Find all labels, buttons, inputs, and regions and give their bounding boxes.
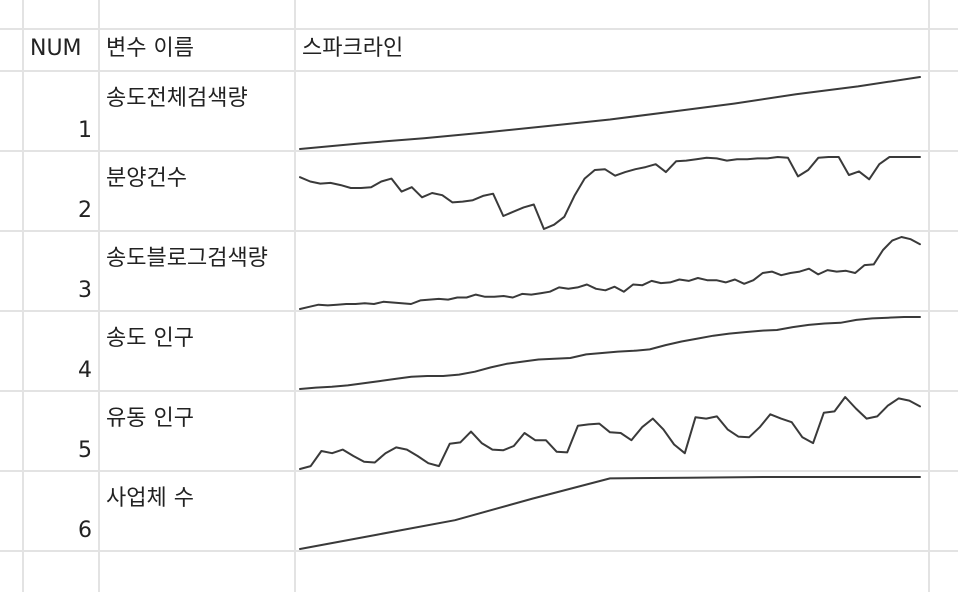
row-variable-name[interactable]: 분양건수 <box>106 160 187 192</box>
row-variable-name[interactable]: 송도블로그검색량 <box>106 240 268 272</box>
sparkline-line <box>300 237 920 309</box>
row-divider <box>0 70 958 72</box>
sparkline-chart[interactable] <box>300 234 930 312</box>
sparkline-line <box>300 77 920 149</box>
row-variable-name[interactable]: 송도 인구 <box>106 320 194 352</box>
row-divider <box>0 28 958 30</box>
sparkline-chart[interactable] <box>300 314 930 392</box>
row-variable-name[interactable]: 송도전체검색량 <box>106 80 248 112</box>
row-num[interactable]: 3 <box>20 278 92 303</box>
row-variable-name[interactable]: 사업체 수 <box>106 480 194 512</box>
sparkline-chart[interactable] <box>300 394 930 472</box>
row-num[interactable]: 4 <box>20 358 92 383</box>
sparkline-line <box>300 397 920 469</box>
sparkline-line <box>300 477 920 549</box>
sparkline-line <box>300 317 920 389</box>
column-divider <box>294 0 296 592</box>
column-divider <box>98 0 100 592</box>
row-num[interactable]: 2 <box>20 198 92 223</box>
header-variable-name[interactable]: 변수 이름 <box>106 38 194 60</box>
sparkline-chart[interactable] <box>300 474 930 552</box>
empty-cell[interactable] <box>100 552 294 592</box>
empty-cell[interactable] <box>24 552 98 592</box>
header-sparkline[interactable]: 스파크라인 <box>302 38 403 60</box>
row-num[interactable]: 1 <box>20 118 92 143</box>
sparkline-line <box>300 157 920 229</box>
header-num[interactable]: NUM <box>30 38 82 60</box>
sparkline-chart[interactable] <box>300 74 930 152</box>
row-variable-name[interactable]: 유동 인구 <box>106 400 194 432</box>
row-num[interactable]: 6 <box>20 518 92 543</box>
sparkline-chart[interactable] <box>300 154 930 232</box>
row-num[interactable]: 5 <box>20 438 92 463</box>
empty-cell[interactable] <box>296 552 928 592</box>
